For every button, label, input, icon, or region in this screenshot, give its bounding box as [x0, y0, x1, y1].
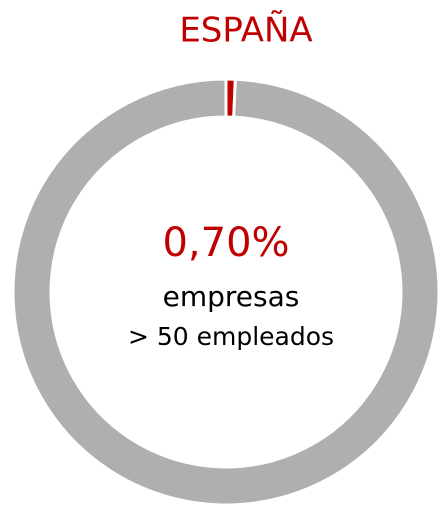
donut-segment — [11, 77, 439, 505]
value-label: 0,70% — [162, 220, 289, 266]
annotation: empresas — [163, 280, 300, 313]
annotation: > 50 empleados — [128, 322, 334, 351]
chart-title: ESPAÑA — [179, 11, 312, 51]
